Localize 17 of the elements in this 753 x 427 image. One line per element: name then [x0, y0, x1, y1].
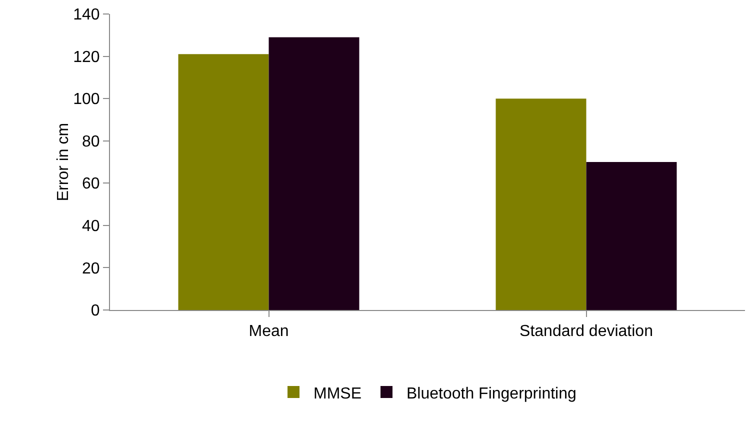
y-tick-label: 60 [82, 176, 100, 193]
y-tick-label: 80 [82, 133, 100, 150]
y-tick-label: 100 [73, 91, 100, 108]
y-tick-label: 0 [90, 302, 100, 320]
bar [268, 37, 360, 310]
y-axis-title: Error in cm [55, 122, 72, 202]
legend-label: MMSE [314, 385, 362, 402]
bar [178, 54, 269, 310]
bar [496, 98, 586, 310]
x-tick-label: Standard deviation [520, 323, 653, 340]
x-tick-label: Mean [248, 323, 289, 340]
legend-label: Bluetooth Fingerprinting [406, 385, 576, 402]
bar [586, 162, 677, 310]
y-tick-label: 120 [73, 48, 100, 66]
y-tick-label: 140 [73, 6, 100, 24]
y-tick-label: 20 [82, 260, 100, 278]
y-tick-label: 40 [82, 218, 100, 236]
